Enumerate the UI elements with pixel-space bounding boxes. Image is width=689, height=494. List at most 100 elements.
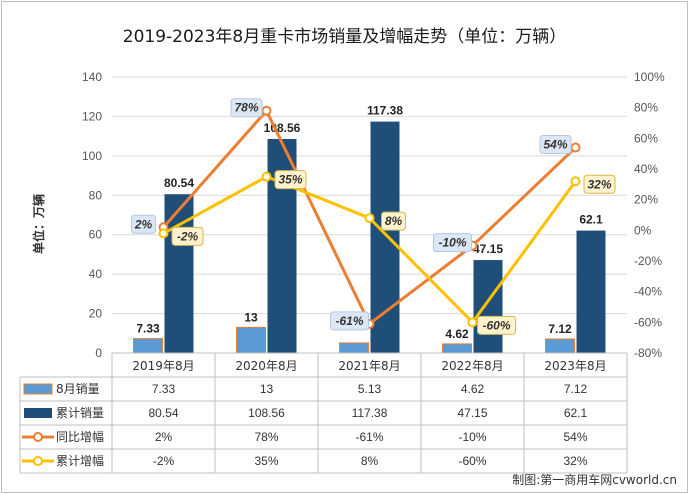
data-label-yoy-box <box>330 311 369 331</box>
table-cell: -2% <box>153 454 175 468</box>
y-right-tick-label: -40% <box>634 285 662 299</box>
data-label-yoy-box <box>539 135 572 155</box>
y-left-tick-label: 120 <box>82 109 102 123</box>
table-cell: 80.54 <box>148 406 178 420</box>
y-left-tick-label: 140 <box>82 70 102 84</box>
table-series-name: 累计销量 <box>56 406 104 420</box>
data-label-yoy: 54% <box>543 138 567 152</box>
data-label-yoy-box <box>131 214 156 234</box>
legend-key-marker <box>33 456 43 466</box>
table-cell: 7.33 <box>152 382 176 396</box>
data-label-cum-growth-box <box>583 174 616 194</box>
source-credit: 制图:第一商用车网cvworld.cn <box>512 473 677 487</box>
chart-title: 2019-2023年8月重卡市场销量及增幅走势（单位：万辆） <box>122 27 567 47</box>
y-right-tick-label: 20% <box>634 193 658 207</box>
data-label-yoy-box <box>433 233 472 253</box>
data-label-cumulative: 47.15 <box>473 242 503 256</box>
table-cell: 13 <box>260 382 274 396</box>
x-category-label: 2022年8月 <box>441 359 503 373</box>
data-label-monthly: 4.62 <box>445 327 469 341</box>
legend-key-marker <box>33 432 43 442</box>
data-label-monthly: 13 <box>244 310 258 324</box>
legend-key-bar <box>24 408 52 418</box>
y-left-tick-label: 20 <box>89 307 103 321</box>
data-label-yoy: -10% <box>438 236 466 250</box>
y-right-tick-label: 100% <box>634 70 665 84</box>
bar-monthly-sales <box>545 338 575 354</box>
table-cell: 117.38 <box>352 406 388 420</box>
data-label-cumulative: 62.1 <box>579 213 603 227</box>
data-label-cum-growth-box <box>477 315 516 335</box>
data-label-monthly: 7.12 <box>548 322 572 336</box>
table-cell: -61% <box>355 430 383 444</box>
data-label-cum-growth: 35% <box>278 173 302 187</box>
y-right-tick-label: -60% <box>634 315 662 329</box>
line-cumulative-growth-point <box>467 317 478 328</box>
data-label-yoy: -61% <box>335 314 363 328</box>
line-cumulative-growth-point <box>261 171 272 182</box>
line-cumulative-growth-point <box>364 213 375 224</box>
bar-cumulative-sales <box>473 260 503 353</box>
table-cell: 47.15 <box>457 406 487 420</box>
data-label-cum-growth: -60% <box>482 318 510 332</box>
bar-monthly-sales <box>339 342 369 354</box>
line-cumulative-growth-point <box>158 228 169 239</box>
table-series-name: 累计增幅 <box>56 453 104 468</box>
y-right-tick-label: -80% <box>634 346 662 360</box>
data-label-cum-growth-box <box>274 170 307 190</box>
x-category-label: 2020年8月 <box>235 359 297 373</box>
legend-key-bar <box>23 383 53 395</box>
data-label-cum-growth-box <box>171 226 204 246</box>
y-right-tick-label: 40% <box>634 162 658 176</box>
y-right-tick-label: 60% <box>634 131 658 145</box>
table-cell: 5.13 <box>358 382 382 396</box>
table-series-name: 8月销量 <box>56 382 100 396</box>
table-cell: 54% <box>563 430 587 444</box>
table-cell: 32% <box>563 454 587 468</box>
y-left-tick-label: 40 <box>89 267 103 281</box>
data-label-yoy: 78% <box>234 101 258 115</box>
data-label-cumulative: 108.56 <box>264 121 301 135</box>
bar-cumulative-sales <box>576 230 606 353</box>
table-cell: 35% <box>254 454 278 468</box>
bar-cumulative-sales <box>370 121 400 353</box>
table-cell: 4.62 <box>461 382 485 396</box>
bar-monthly-sales <box>133 338 163 354</box>
x-category-label: 2021年8月 <box>338 359 400 373</box>
data-label-cum-growth: 32% <box>587 177 611 191</box>
table-cell: 2% <box>155 430 173 444</box>
bar-monthly-sales <box>236 326 266 354</box>
y-right-tick-label: 0% <box>634 223 652 237</box>
x-category-label: 2019年8月 <box>132 359 194 373</box>
data-label-cum-growth-box <box>381 211 406 231</box>
bar-monthly-sales <box>442 343 472 354</box>
line-yoy-growth-point <box>261 105 272 116</box>
y-right-tick-label: 80% <box>634 101 658 115</box>
line-cumulative-growth-point <box>570 176 581 187</box>
table-cell: -10% <box>458 430 486 444</box>
table-cell: -60% <box>458 454 486 468</box>
data-label-cum-growth: -2% <box>177 229 199 243</box>
y-left-tick-label: 0 <box>95 346 102 360</box>
table-cell: 62.1 <box>564 406 588 420</box>
data-label-yoy-box <box>230 98 263 118</box>
table-cell: 78% <box>254 430 278 444</box>
data-label-cum-growth: 8% <box>385 214 403 228</box>
data-label-monthly: 7.33 <box>136 322 160 336</box>
y-left-tick-label: 100 <box>82 149 102 163</box>
line-yoy-growth-point <box>570 142 581 153</box>
line-cumulative-growth <box>162 175 577 325</box>
table-cell: 108.56 <box>248 406 285 420</box>
table-cell: 8% <box>361 454 379 468</box>
data-label-cumulative: 80.54 <box>164 176 194 190</box>
x-category-label: 2023年8月 <box>544 359 606 373</box>
table-cell: 7.12 <box>564 382 588 396</box>
data-label-yoy: 2% <box>134 217 153 231</box>
table-series-name: 同比增幅 <box>56 429 104 444</box>
y-left-tick-label: 80 <box>89 188 103 202</box>
data-label-cumulative: 117.38 <box>367 104 403 118</box>
y-right-tick-label: -20% <box>634 254 662 268</box>
y-left-tick-label: 60 <box>89 228 103 242</box>
